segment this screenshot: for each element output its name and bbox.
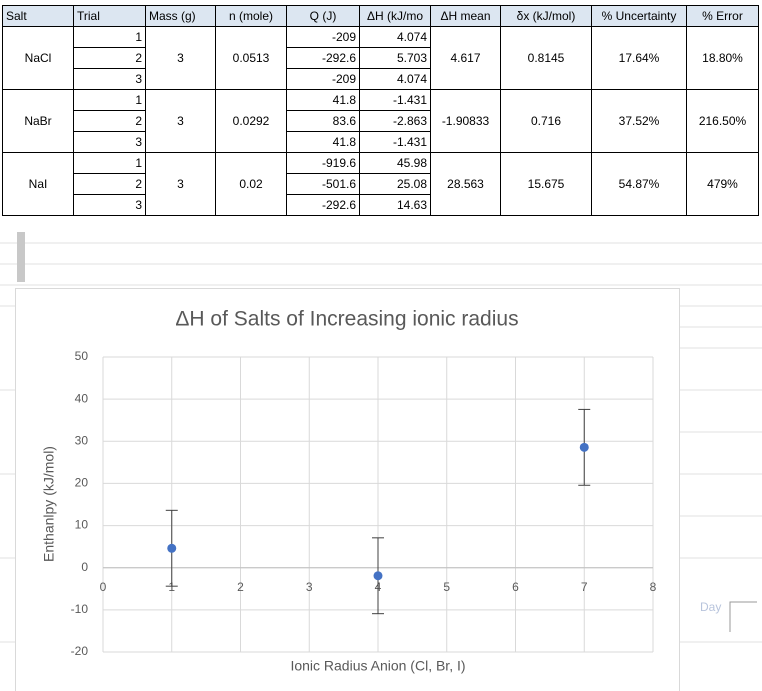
header-cell: ΔH (kJ/mo — [359, 5, 431, 27]
header-cell: Trial — [73, 5, 146, 27]
data-row: 2 -292.6 5.703 — [3, 47, 759, 69]
dh-cell: 4.074 — [359, 68, 431, 90]
header-cell: Q (J) — [286, 5, 360, 27]
mean-cell: -1.90833 — [430, 89, 501, 153]
uncertainty-cell: 54.87% — [591, 152, 687, 216]
mole-cell: 0.0513 — [215, 26, 287, 90]
header-cell: Salt — [2, 5, 74, 27]
mass-cell: 3 — [145, 152, 216, 216]
data-row: 2 -501.6 25.08 — [3, 173, 759, 195]
dh-cell: -1.431 — [359, 89, 431, 111]
y-tick-label: 40 — [75, 391, 89, 405]
y-tick-label: 10 — [75, 518, 89, 532]
q-cell: -501.6 — [286, 173, 360, 195]
data-row: 3 -209 4.074 — [3, 68, 759, 90]
dh-cell: 14.63 — [359, 194, 431, 216]
y-tick-label: 30 — [75, 433, 89, 447]
x-tick-label: 6 — [512, 580, 519, 594]
cell-text: Day — [700, 600, 721, 614]
salt-cell: NaBr — [2, 89, 74, 153]
scroll-handle — [17, 232, 25, 282]
error-cell: 479% — [686, 152, 759, 216]
data-table: Salt Trial Mass (g) n (mole) Q (J) ΔH (kJ/mo Δ… — [2, 5, 759, 216]
mean-cell: 28.563 — [430, 152, 501, 216]
mole-cell: 0.02 — [215, 152, 287, 216]
y-tick-label: 20 — [75, 476, 89, 490]
header-cell: % Error — [686, 5, 759, 27]
salt-cell: NaI — [2, 152, 74, 216]
trial-cell: 3 — [73, 194, 146, 216]
x-tick-label: 7 — [581, 580, 588, 594]
dx-cell: 15.675 — [500, 152, 592, 216]
x-tick-label: 2 — [237, 580, 244, 594]
y-tick-label: 50 — [75, 349, 89, 363]
x-tick-label: 8 — [650, 580, 657, 594]
q-cell: -292.6 — [286, 194, 360, 216]
y-tick-label: -20 — [71, 644, 89, 658]
data-row: NaCl 1 3 0.0513 -209 4.074 4.617 0.8145 17.64% 18… — [2, 26, 759, 90]
mass-cell: 3 — [145, 89, 216, 153]
x-tick-label: 0 — [100, 580, 107, 594]
data-row: NaI 1 3 0.02 -919.6 45.98 28.563 15.675 54.87% 47… — [2, 152, 759, 216]
header-row: Salt Trial Mass (g) n (mole) Q (J) ΔH (kJ/mo Δ… — [2, 5, 759, 27]
q-cell: -209 — [286, 68, 360, 90]
q-cell: -919.6 — [286, 152, 360, 174]
y-tick-label: 0 — [81, 560, 88, 574]
data-point — [373, 571, 383, 581]
dh-cell: -2.863 — [359, 110, 431, 132]
error-cell: 18.80% — [686, 26, 759, 90]
data-row: NaBr 1 3 0.0292 41.8 -1.431 -1.90833 0.716 37.52… — [2, 89, 759, 153]
mass-cell: 3 — [145, 26, 216, 90]
q-cell: 41.8 — [286, 89, 360, 111]
data-point — [167, 543, 177, 553]
x-axis-label: Ionic Radius Anion (Cl, Br, I) — [290, 658, 465, 674]
data-row: 3 -292.6 14.63 — [3, 194, 759, 216]
mole-cell: 0.0292 — [215, 89, 287, 153]
chart-area — [15, 288, 680, 691]
data-point — [579, 442, 589, 452]
x-tick-label: 1 — [168, 580, 175, 594]
uncertainty-cell: 17.64% — [591, 26, 687, 90]
header-cell: Mass (g) — [145, 5, 216, 27]
cell-marker — [729, 601, 757, 632]
x-tick-label: 5 — [443, 580, 450, 594]
chart-title: ΔH of Salts of Increasing ionic radius — [175, 308, 518, 331]
header-cell: % Uncertainty — [591, 5, 687, 27]
mean-cell: 4.617 — [430, 26, 501, 90]
y-tick-label: -10 — [71, 602, 89, 616]
q-cell: 41.8 — [286, 131, 360, 153]
header-cell: ΔH mean — [430, 5, 501, 27]
x-tick-label: 3 — [306, 580, 313, 594]
sheet-gridlines — [0, 242, 762, 643]
q-cell: -292.6 — [286, 47, 360, 69]
dx-cell: 0.8145 — [500, 26, 592, 90]
y-axis-label: Enthanlpy (kJ/mol) — [41, 446, 57, 562]
